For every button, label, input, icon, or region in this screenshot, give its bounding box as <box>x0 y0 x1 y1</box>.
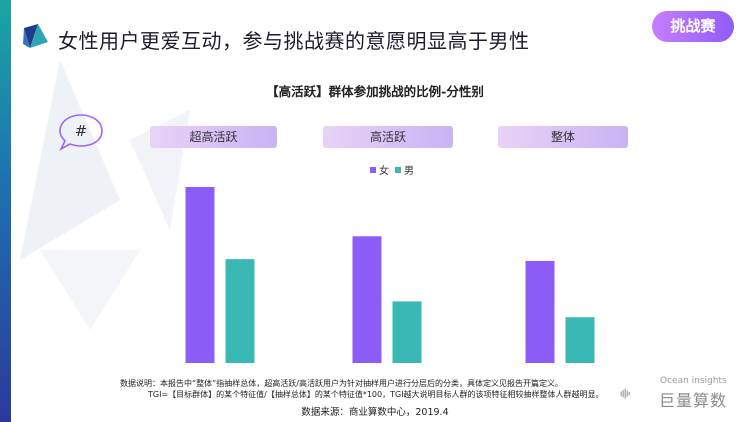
data-source: 数据来源：商业算数中心，2019.4 <box>301 407 449 418</box>
bar-female-2 <box>525 260 555 363</box>
legend-swatch-female <box>370 166 376 173</box>
category-label-1: 高活跃 <box>323 126 453 148</box>
bar-female-1 <box>352 236 382 363</box>
legend-item-female: 女 <box>370 162 389 177</box>
category-label-text: 高活跃 <box>369 130 406 144</box>
data-note-line-1: 数据说明：本报告中“整体”指抽样总体，超高活跃/高活跃用户为针对抽样用户进行分层… <box>120 379 563 388</box>
chart-title: 【高活跃】群体参加挑战的比例-分性别 <box>266 84 484 99</box>
ocean-insights-logo-icon <box>620 388 630 399</box>
bar-male-1 <box>392 301 422 363</box>
category-label-text: 超高活跃 <box>189 130 238 144</box>
hash-symbol: # <box>75 122 88 140</box>
legend-label-female: 女 <box>379 166 389 177</box>
legend-item-male: 男 <box>395 162 414 177</box>
bar-male-0 <box>225 259 255 363</box>
legend-label-male: 男 <box>404 166 414 177</box>
category-label-2: 整体 <box>498 126 628 148</box>
report-logo-icon <box>23 24 48 48</box>
category-label-0: 超高活跃 <box>150 126 277 148</box>
data-note-line-2: TGI=【目标群体】的某个特征值/【抽样总体】的某个特征值*100，TGI越大说… <box>148 390 604 399</box>
legend-swatch-male <box>395 166 401 173</box>
topic-tag: 挑战赛 <box>652 11 734 42</box>
bar-male-2 <box>565 317 595 363</box>
accent-side-bar <box>0 0 11 422</box>
brand-chinese-name: 巨量算数 <box>659 391 728 410</box>
hashtag-bubble-icon: # <box>59 114 103 151</box>
category-label-text: 整体 <box>550 130 575 144</box>
chart-legend: 女 男 <box>370 162 416 177</box>
brand-english-name: Ocean insights <box>660 376 727 386</box>
page-title: 女性用户更爱互动，参与挑战赛的意愿明显高于男性 <box>58 29 530 53</box>
bar-female-0 <box>185 187 215 363</box>
